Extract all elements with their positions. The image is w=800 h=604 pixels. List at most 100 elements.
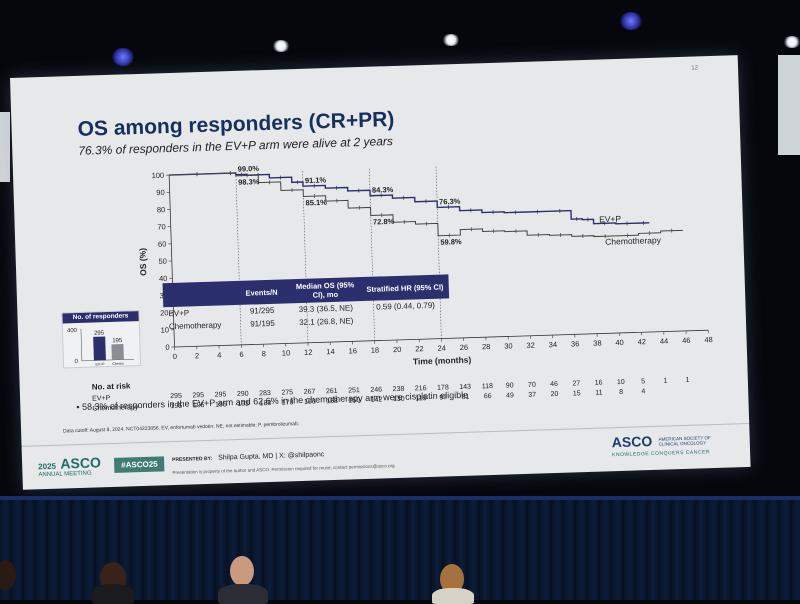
y-tick-label: 70 bbox=[157, 222, 166, 231]
x-tick-label: 16 bbox=[348, 346, 357, 355]
asco-annual-meeting-logo: 2025 ASCO ANNUAL MEETING bbox=[38, 454, 101, 478]
survival-annotation: 98.3% bbox=[238, 177, 260, 187]
x-tick-label: 46 bbox=[682, 336, 691, 345]
at-risk-value: 46 bbox=[550, 381, 558, 388]
x-tick-label: 34 bbox=[549, 340, 558, 349]
hr-header-median: Median OS (95% CI), mo bbox=[289, 280, 361, 300]
presenter-name: Shilpa Gupta, MD | X: @shilpaonc bbox=[218, 451, 324, 461]
side-screen-right bbox=[778, 55, 800, 155]
x-tick-label: 32 bbox=[526, 341, 535, 350]
hr-header-events: Events/N bbox=[233, 287, 289, 298]
x-tick-label: 36 bbox=[571, 339, 580, 348]
hr-table: Events/N Median OS (95% CI), mo Stratifi… bbox=[163, 274, 450, 333]
at-risk-value: 8 bbox=[619, 389, 623, 396]
x-tick-label: 10 bbox=[282, 348, 291, 357]
x-tick-label: 22 bbox=[415, 344, 424, 353]
survival-annotation: 76.3% bbox=[439, 197, 461, 207]
x-axis-label: Time (months) bbox=[413, 355, 472, 367]
hr-header-hr: Stratified HR (95% CI) bbox=[361, 282, 449, 294]
series-label: Chemotherapy bbox=[605, 235, 662, 247]
presentation-slide: 12 OS among responders (CR+PR) 76.3% of … bbox=[10, 55, 751, 490]
y-tick-label: 50 bbox=[158, 257, 167, 266]
at-risk-value: 49 bbox=[506, 392, 514, 399]
x-tick-label: 24 bbox=[437, 343, 446, 352]
stage-light bbox=[442, 34, 460, 46]
at-risk-value: 5 bbox=[641, 378, 645, 385]
presented-by-label: PRESENTED BY: bbox=[172, 456, 212, 463]
side-screen-left bbox=[0, 112, 10, 182]
at-risk-value: 27 bbox=[572, 380, 580, 387]
responders-bar-value: 295 bbox=[94, 331, 105, 337]
y-tick-label: 40 bbox=[159, 274, 168, 283]
stage-light bbox=[272, 40, 290, 52]
at-risk-value: 1 bbox=[663, 378, 667, 385]
survival-annotation: 59.8% bbox=[440, 237, 462, 247]
survival-annotation: 85.1% bbox=[305, 198, 327, 208]
at-risk-value: 16 bbox=[595, 380, 603, 387]
stage-light bbox=[783, 36, 800, 48]
at-risk-value: 37 bbox=[528, 392, 536, 399]
x-tick-label: 4 bbox=[217, 350, 221, 359]
hr-row-events: 91/195 bbox=[234, 318, 290, 329]
x-tick-label: 28 bbox=[482, 342, 491, 351]
x-tick-label: 8 bbox=[262, 349, 266, 358]
property-note: Presentation is property of the author a… bbox=[172, 463, 394, 475]
responders-baseline bbox=[82, 359, 134, 361]
series-label: EV+P bbox=[599, 214, 622, 225]
x-tick-label: 26 bbox=[460, 343, 469, 352]
asco-wordmark: ASCO bbox=[611, 433, 652, 450]
km-chart: 0102030405060708090100024681012141618202… bbox=[10, 55, 749, 446]
hr-header-arm bbox=[163, 293, 234, 295]
at-risk-value: 66 bbox=[484, 393, 492, 400]
y-tick-label: 90 bbox=[156, 188, 165, 197]
x-tick-label: 38 bbox=[593, 339, 602, 348]
at-risk-title: No. at risk bbox=[92, 381, 131, 391]
x-tick-label: 0 bbox=[173, 352, 177, 361]
at-risk-value: 20 bbox=[550, 391, 558, 398]
y-tick-label: 0 bbox=[165, 343, 169, 352]
x-tick-label: 20 bbox=[393, 345, 402, 354]
at-risk-value: 10 bbox=[617, 379, 625, 386]
stage-light-blue bbox=[620, 12, 642, 30]
meeting-org: ASCO bbox=[60, 454, 101, 471]
at-risk-value: 15 bbox=[573, 390, 581, 397]
hr-row-median: 32.1 (26.8, NE) bbox=[290, 316, 362, 327]
x-tick-label: 42 bbox=[638, 337, 647, 346]
at-risk-value: 1 bbox=[686, 377, 690, 384]
x-tick-label: 18 bbox=[371, 346, 380, 355]
survival-annotation: 72.8% bbox=[373, 217, 395, 227]
at-risk-value: 90 bbox=[506, 382, 514, 389]
responders-bar-label: Chemo bbox=[112, 362, 123, 366]
x-tick-label: 30 bbox=[504, 341, 513, 350]
y-axis-label: OS (%) bbox=[137, 248, 148, 276]
x-tick-label: 6 bbox=[239, 350, 243, 359]
x-tick-label: 2 bbox=[195, 351, 199, 360]
at-risk-value: 11 bbox=[595, 390, 603, 397]
at-risk-value: 70 bbox=[528, 382, 536, 389]
responders-bar-label: EV+P bbox=[95, 362, 105, 366]
panelist bbox=[218, 584, 268, 604]
responders-bar bbox=[111, 344, 123, 360]
meeting-label: ANNUAL MEETING bbox=[38, 470, 101, 478]
y-tick-label: 60 bbox=[158, 239, 167, 248]
responders-bar bbox=[93, 337, 106, 361]
x-tick-label: 12 bbox=[304, 348, 313, 357]
survival-annotation: 99.0% bbox=[238, 164, 260, 174]
hr-row-hr: 0.59 (0.44, 0.79) bbox=[362, 300, 450, 312]
panelist bbox=[432, 588, 474, 604]
hr-row-events: 91/295 bbox=[234, 305, 290, 316]
panelist bbox=[92, 584, 134, 604]
hashtag-badge: #ASCO25 bbox=[114, 456, 165, 473]
responders-axis bbox=[81, 329, 82, 361]
responders-axis-max: 400 bbox=[67, 328, 78, 334]
responders-bar-value: 195 bbox=[112, 338, 123, 344]
hr-row-arm: EV+P bbox=[163, 307, 234, 318]
asco-society-logo: ASCO AMERICAN SOCIETY OF CLINICAL ONCOLO… bbox=[611, 431, 717, 458]
hr-row-hr bbox=[362, 318, 450, 321]
meeting-year: 2025 bbox=[38, 462, 56, 472]
asco-tagline: KNOWLEDGE CONQUERS CANCER bbox=[612, 449, 717, 458]
y-tick-label: 80 bbox=[157, 205, 166, 214]
panelist-head bbox=[230, 556, 254, 586]
